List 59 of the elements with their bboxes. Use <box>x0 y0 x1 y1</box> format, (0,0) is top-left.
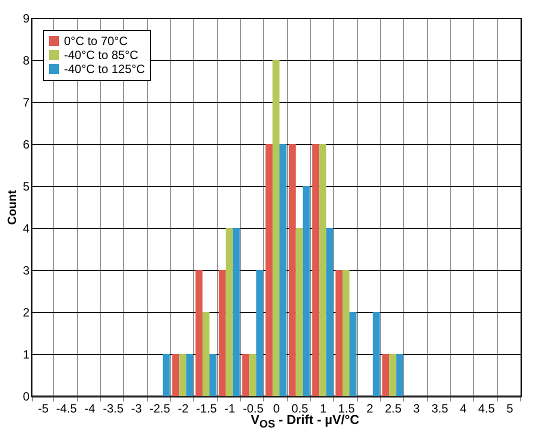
bar <box>326 228 334 396</box>
bar <box>226 228 233 396</box>
bar <box>218 270 226 396</box>
legend-label: -40°C to 85°C <box>64 48 139 62</box>
x-tick-label: -5 <box>38 402 49 416</box>
bar <box>179 354 186 396</box>
bar <box>266 144 272 396</box>
x-tick-label: 2.5 <box>384 402 402 416</box>
x-tick-label: 4 <box>460 402 467 416</box>
bar <box>172 354 180 396</box>
x-tick-label: -3 <box>131 402 142 416</box>
bar <box>319 144 326 396</box>
bar <box>249 354 256 396</box>
x-tick-label: -2.5 <box>149 402 170 416</box>
bar <box>280 144 286 396</box>
x-tick-label: -1.5 <box>196 402 218 416</box>
x-tick-label: 3.5 <box>431 402 448 416</box>
y-tick-label: 6 <box>22 138 30 152</box>
y-tick-label: 9 <box>22 12 30 26</box>
bar <box>196 270 202 396</box>
y-tick-label: 5 <box>22 180 30 194</box>
y-tick-label: 2 <box>22 306 30 320</box>
bar <box>272 60 280 396</box>
y-tick-label: 4 <box>22 222 30 236</box>
bar <box>372 312 380 396</box>
bar <box>202 312 210 396</box>
y-axis-title: Count <box>4 190 19 225</box>
bar <box>350 312 356 396</box>
legend-label: -40°C to 125°C <box>64 62 146 76</box>
y-tick-label: 3 <box>22 264 30 278</box>
x-tick-label: -1 <box>224 402 236 416</box>
bar <box>296 228 303 396</box>
bar <box>382 354 390 396</box>
bar <box>342 270 350 396</box>
x-tick-label: -4.5 <box>56 402 78 416</box>
bar <box>336 270 342 396</box>
x-tick-label: 3 <box>413 402 420 416</box>
bar <box>232 228 240 396</box>
x-tick-label: -2 <box>178 402 189 416</box>
x-tick-label: -3.5 <box>102 402 124 416</box>
bar <box>210 354 216 396</box>
y-tick-label: 1 <box>22 348 30 362</box>
bar <box>312 144 320 396</box>
bar <box>302 186 310 396</box>
y-tick-label: 0 <box>22 390 30 404</box>
bar <box>288 144 296 396</box>
x-tick-label: -4 <box>84 402 96 416</box>
bar <box>162 354 170 396</box>
y-tick-label: 8 <box>22 54 30 68</box>
bar <box>242 354 250 396</box>
x-tick-label: 5 <box>506 402 514 416</box>
bar <box>396 354 404 396</box>
bar <box>186 354 194 396</box>
legend-label: 0°C to 70°C <box>64 34 128 48</box>
bar <box>256 270 264 396</box>
x-tick-label: 2 <box>366 402 374 416</box>
y-tick-label: 7 <box>22 96 30 110</box>
x-tick-label: 4.5 <box>478 402 496 416</box>
bar <box>389 354 396 396</box>
